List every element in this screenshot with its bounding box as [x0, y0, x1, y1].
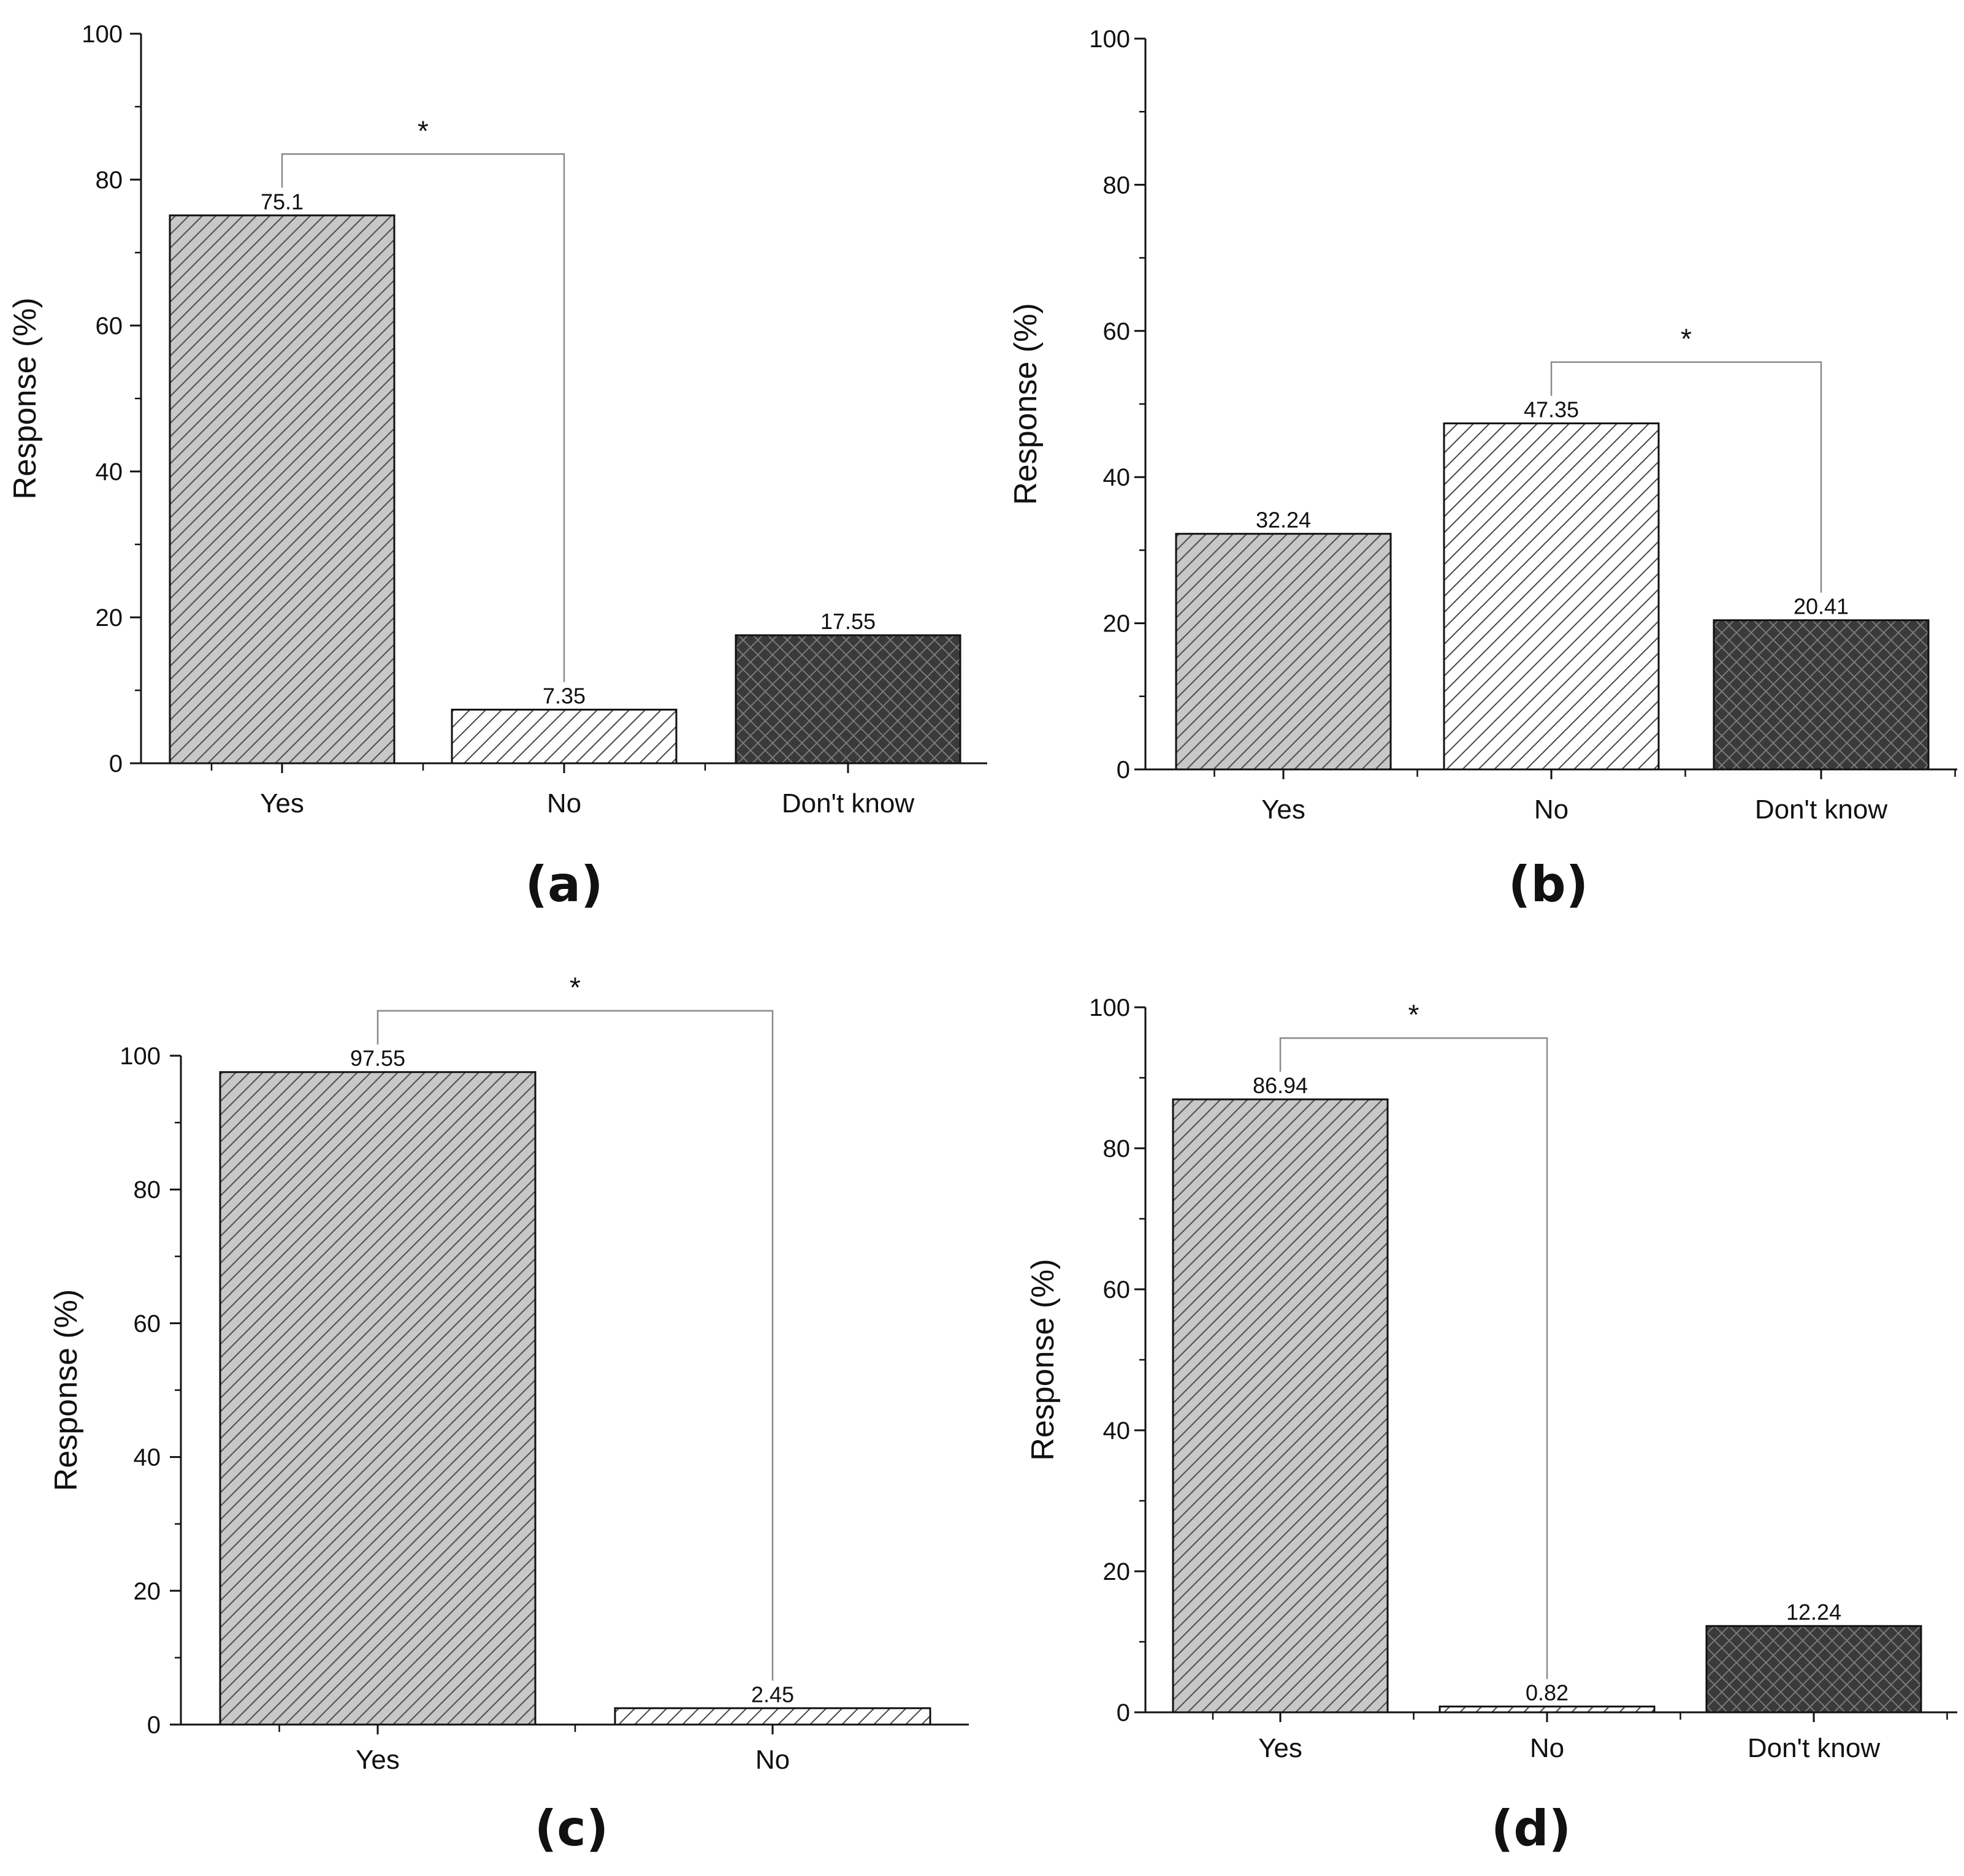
- y-axis-title: Response (%): [1008, 303, 1044, 505]
- y-tick-label: 80: [1103, 172, 1131, 199]
- y-axis-title: Response (%): [48, 1289, 84, 1491]
- x-category-label: Yes: [356, 1745, 400, 1775]
- significance-star: *: [418, 115, 429, 147]
- y-tick-label: 0: [1117, 757, 1130, 784]
- x-category-label: Don't know: [1748, 1733, 1881, 1763]
- y-tick-label: 60: [1103, 1276, 1131, 1303]
- y-tick-label: 100: [120, 1043, 161, 1070]
- bar-value-label: 75.1: [261, 189, 304, 214]
- y-tick-label: 40: [96, 459, 123, 486]
- y-tick-label: 0: [1117, 1699, 1130, 1726]
- panel-label: (a): [525, 856, 603, 913]
- bar-no: [1439, 1706, 1656, 1714]
- panel-label: (d): [1491, 1800, 1571, 1857]
- bar-no: [614, 1707, 931, 1726]
- x-category-label: Don't know: [1755, 795, 1888, 825]
- x-category-label: Don't know: [782, 788, 915, 818]
- bar-no: [1443, 422, 1660, 771]
- y-tick-label: 100: [1089, 26, 1130, 53]
- significance-star: *: [1681, 323, 1692, 355]
- y-axis-title: Response (%): [7, 297, 43, 499]
- y-tick-label: 20: [1103, 611, 1131, 638]
- bar-value-label: 12.24: [1786, 1600, 1841, 1625]
- x-category-label: No: [755, 1745, 790, 1775]
- y-tick-label: 20: [96, 604, 123, 631]
- y-axis-title: Response (%): [1025, 1259, 1061, 1460]
- significance-bracket: [281, 153, 565, 682]
- y-tick-label: 20: [1103, 1558, 1131, 1585]
- x-category-label: No: [547, 788, 581, 818]
- y-tick-label: 60: [96, 313, 123, 340]
- y-tick-label: 100: [1089, 994, 1130, 1021]
- bar-value-label: 47.35: [1524, 397, 1579, 422]
- x-category-label: No: [1534, 795, 1569, 825]
- bar-yes: [219, 1071, 537, 1726]
- bar-value-label: 97.55: [350, 1046, 405, 1071]
- y-tick-label: 20: [134, 1578, 161, 1605]
- panel-label: (c): [535, 1800, 609, 1857]
- y-tick-label: 80: [96, 167, 123, 194]
- bar-yes: [1175, 533, 1392, 771]
- bar-value-label: 86.94: [1253, 1073, 1308, 1098]
- chart-panel-d: 0 20 40 60 80 100 86.94 Yes 0.82 No 12.24 Don't kno…: [1025, 994, 1957, 1857]
- x-category-label: Yes: [1258, 1733, 1302, 1763]
- bar-yes: [1172, 1098, 1389, 1714]
- bar-no: [451, 709, 678, 765]
- y-tick-label: 80: [134, 1176, 161, 1203]
- y-tick-label: 80: [1103, 1135, 1131, 1162]
- bar-value-label: 17.55: [820, 609, 876, 634]
- y-tick-label: 100: [82, 21, 123, 48]
- x-category-label: Yes: [1261, 795, 1305, 825]
- bar-don-t-know: [1705, 1625, 1922, 1714]
- bar-value-label: 0.82: [1526, 1680, 1569, 1706]
- panel-label: (b): [1508, 856, 1588, 913]
- y-tick-label: 0: [147, 1712, 161, 1739]
- bar-value-label: 7.35: [543, 684, 586, 709]
- y-tick-label: 60: [134, 1310, 161, 1337]
- y-tick-label: 0: [109, 750, 123, 777]
- bar-value-label: 20.41: [1794, 594, 1849, 619]
- bar-value-label: 2.45: [751, 1682, 794, 1707]
- significance-star: *: [570, 972, 581, 1004]
- x-category-label: Yes: [260, 788, 304, 818]
- chart-panel-a: 0 20 40 60 80 100 75.1 Yes 7.35 No 17.55 Don't know…: [7, 21, 987, 913]
- chart-panel-b: 0 20 40 60 80 100 32.24 Yes 47.35 No 20.41 Don't kn…: [1008, 26, 1957, 913]
- y-tick-label: 60: [1103, 318, 1131, 345]
- bar-yes: [169, 214, 395, 765]
- chart-panel-c: 0 20 40 60 80 100 97.55 Yes 2.45 No Response (%) * (…: [48, 972, 969, 1857]
- significance-bracket: [1279, 1037, 1548, 1679]
- significance-star: *: [1408, 999, 1420, 1031]
- x-category-label: No: [1530, 1733, 1564, 1763]
- bar-don-t-know: [1713, 619, 1930, 771]
- y-tick-label: 40: [1103, 1417, 1131, 1444]
- y-tick-label: 40: [1103, 464, 1131, 491]
- significance-bracket: [1550, 361, 1822, 593]
- bar-value-label: 32.24: [1256, 508, 1311, 533]
- y-tick-label: 40: [134, 1444, 161, 1471]
- bar-don-t-know: [735, 634, 961, 765]
- significance-bracket: [376, 1010, 774, 1681]
